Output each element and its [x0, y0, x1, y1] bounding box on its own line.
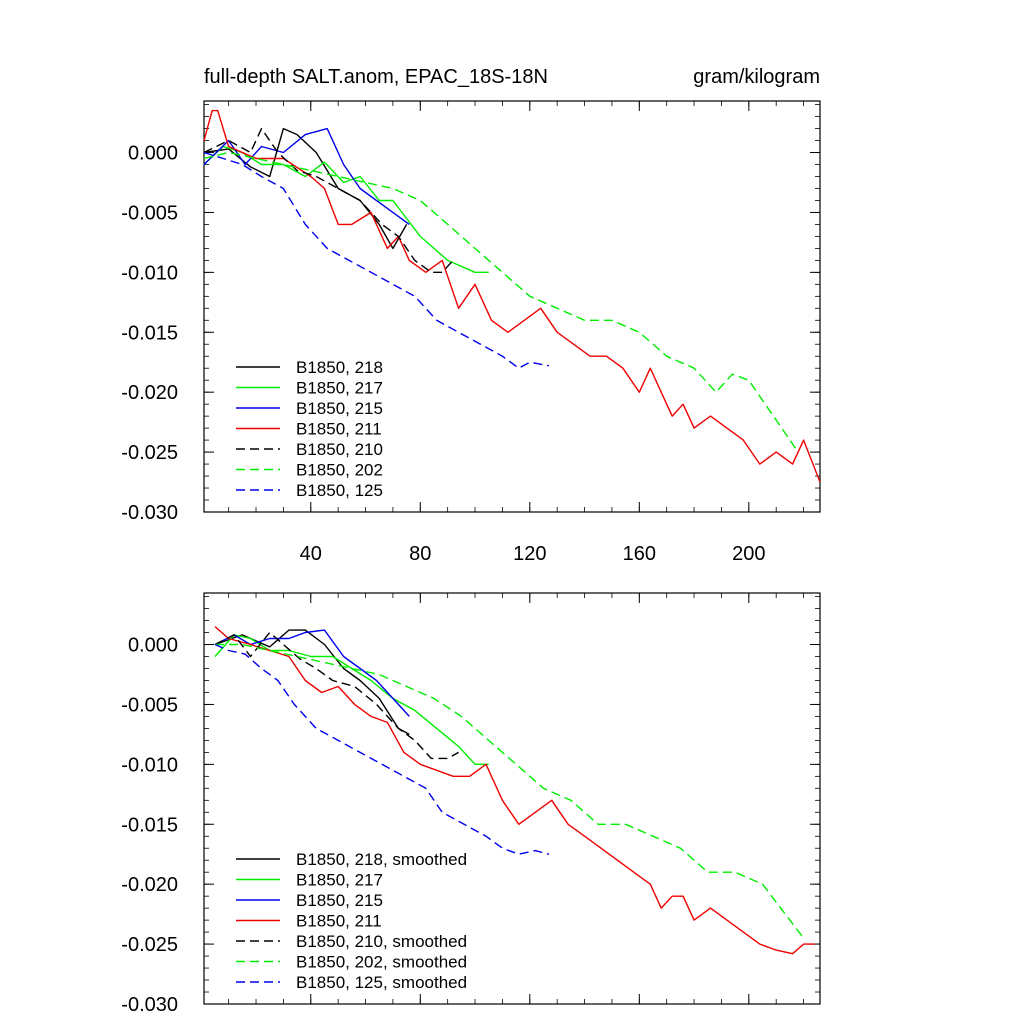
- series-line: [214, 626, 815, 955]
- y-tick-label: -0.005: [121, 202, 178, 224]
- y-tick-label: -0.030: [121, 994, 178, 1016]
- legend-label: B1850, 125: [296, 481, 383, 500]
- series-line: [203, 127, 410, 225]
- top-plot-frame: [203, 100, 821, 513]
- y-tick-label: 0.000: [128, 143, 178, 165]
- top-x-tick-labels: 40 80 120 160 200: [300, 543, 766, 565]
- series-line: [214, 643, 550, 855]
- series-line: [203, 127, 454, 273]
- legend-label: B1850, 210: [296, 440, 383, 459]
- y-tick-label: -0.025: [121, 934, 178, 956]
- x-tick-label: 160: [623, 543, 656, 565]
- legend-label: B1850, 217: [296, 871, 383, 890]
- x-tick-label: 40: [300, 543, 322, 565]
- top-panel: full-depth SALT.anom, EPAC_18S-18N gram/…: [121, 66, 821, 565]
- x-tick-label: 120: [513, 543, 546, 565]
- legend-label: B1850, 217: [296, 379, 383, 398]
- series-line: [203, 145, 489, 273]
- x-tick-label: 200: [732, 543, 765, 565]
- bottom-panel: 0.000 -0.005 -0.010 -0.015 -0.020 -0.025 -0.03…: [121, 592, 821, 1016]
- legend-label: B1850, 202: [296, 461, 383, 480]
- top-panel-title: full-depth SALT.anom, EPAC_18S-18N: [204, 66, 548, 88]
- legend-label: B1850, 211: [296, 420, 382, 439]
- y-tick-label: -0.010: [121, 754, 178, 776]
- legend-label: B1850, 202, smoothed: [296, 953, 467, 972]
- legend-label: B1850, 218, smoothed: [296, 850, 467, 869]
- series-line: [215, 643, 805, 939]
- x-tick-label: 80: [409, 543, 431, 565]
- legend-label: B1850, 218: [296, 358, 383, 377]
- y-tick-label: -0.020: [121, 382, 178, 404]
- top-series: [203, 109, 821, 483]
- legend-label: B1850, 215: [296, 399, 383, 418]
- y-tick-label: -0.020: [121, 874, 178, 896]
- y-tick-label: -0.015: [121, 814, 178, 836]
- legend-label: B1850, 215: [296, 891, 383, 910]
- legend-label: B1850, 125, smoothed: [296, 973, 467, 992]
- series-line: [203, 151, 550, 369]
- bottom-plot-frame: [203, 592, 821, 1005]
- series-line: [203, 109, 821, 483]
- series-line: [203, 127, 408, 250]
- series-line: [214, 629, 410, 717]
- y-tick-label: -0.005: [121, 694, 178, 716]
- y-tick-label: -0.025: [121, 442, 178, 464]
- bottom-series: [214, 626, 815, 955]
- y-tick-label: -0.030: [121, 502, 178, 524]
- bottom-ticks: [204, 593, 820, 1005]
- series-line: [214, 629, 410, 736]
- legend-label: B1850, 211: [296, 912, 382, 931]
- top-y-tick-labels: 0.000 -0.005 -0.010 -0.015 -0.020 -0.025 -0.03…: [121, 143, 178, 524]
- bottom-y-tick-labels: 0.000 -0.005 -0.010 -0.015 -0.020 -0.025 -0.03…: [121, 635, 178, 1016]
- y-tick-label: -0.010: [121, 262, 178, 284]
- top-panel-units: gram/kilogram: [693, 66, 820, 88]
- legend-label: B1850, 210, smoothed: [296, 932, 467, 951]
- series-line: [214, 631, 459, 760]
- series-line: [214, 634, 489, 765]
- series-line: [203, 151, 799, 453]
- y-tick-label: 0.000: [128, 635, 178, 657]
- y-tick-label: -0.015: [121, 322, 178, 344]
